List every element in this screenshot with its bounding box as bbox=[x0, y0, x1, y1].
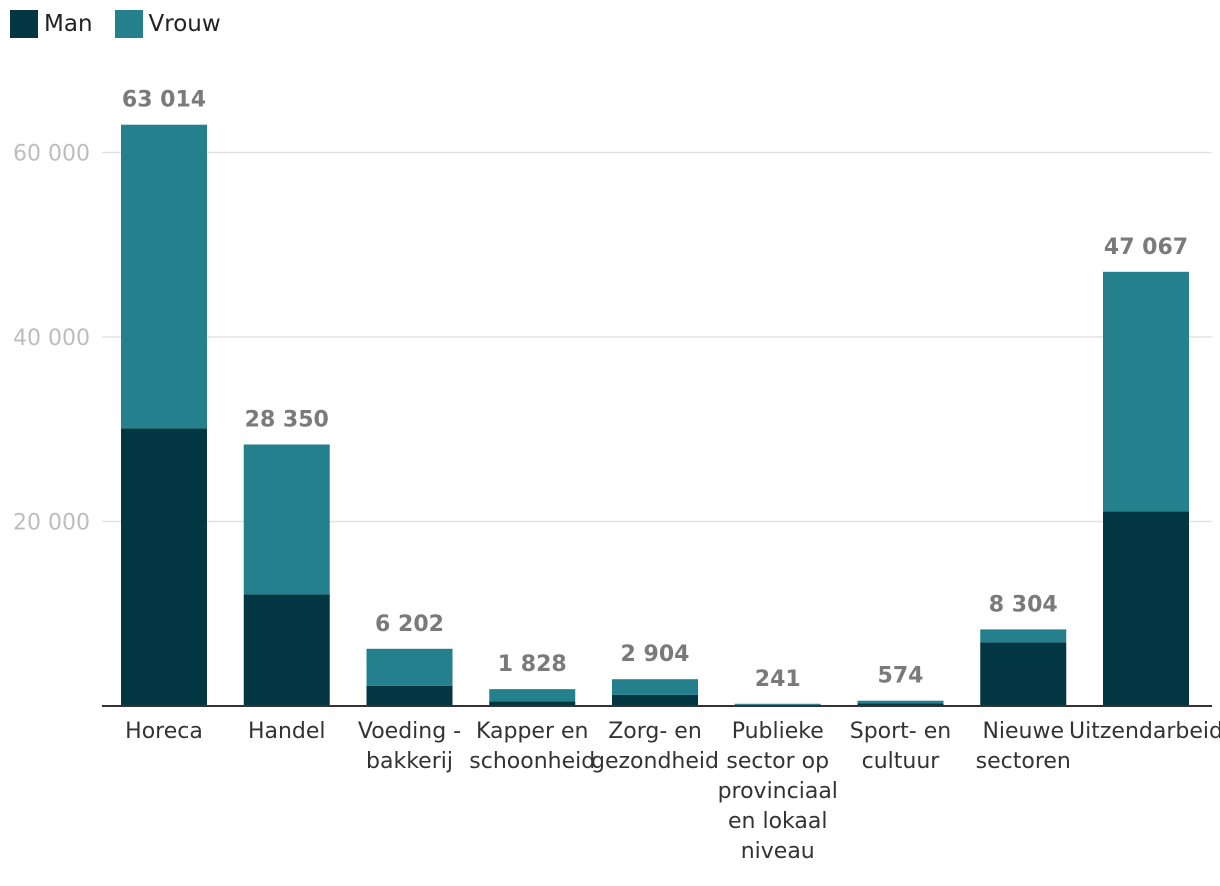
total-label: 1 828 bbox=[498, 652, 567, 677]
bar-vrouw-7[interactable] bbox=[980, 629, 1067, 643]
total-label: 28 350 bbox=[245, 407, 329, 432]
total-label: 2 904 bbox=[621, 642, 690, 667]
x-category-label: schoonheid bbox=[469, 749, 595, 774]
x-category-label: niveau bbox=[741, 839, 815, 864]
x-category-label: Voeding - bbox=[358, 719, 461, 744]
bar-man-4[interactable] bbox=[612, 694, 698, 706]
bar-vrouw-0[interactable] bbox=[121, 124, 207, 429]
bar-vrouw-3[interactable] bbox=[489, 689, 576, 702]
bar-man-0[interactable] bbox=[121, 428, 207, 706]
x-category-label: Kapper en bbox=[476, 719, 589, 744]
x-category-label: Nieuwe bbox=[982, 719, 1064, 744]
bar-man-8[interactable] bbox=[1103, 511, 1189, 706]
x-category-label: Handel bbox=[248, 719, 326, 744]
total-label: 8 304 bbox=[989, 592, 1058, 617]
x-category-label: bakkerij bbox=[366, 749, 453, 774]
bar-man-1[interactable] bbox=[243, 594, 330, 706]
legend-item-vrouw[interactable]: Vrouw bbox=[114, 10, 221, 38]
x-category-label: Publieke bbox=[732, 719, 824, 744]
y-tick-label: 20 000 bbox=[13, 511, 90, 536]
legend: Man Vrouw bbox=[10, 10, 221, 38]
x-category-label: gezondheid bbox=[591, 749, 719, 774]
bar-man-3[interactable] bbox=[489, 701, 576, 706]
bar-vrouw-2[interactable] bbox=[366, 648, 453, 686]
bar-vrouw-1[interactable] bbox=[243, 444, 330, 595]
bar-man-2[interactable] bbox=[366, 685, 453, 706]
y-tick-label: 60 000 bbox=[13, 142, 90, 167]
bar-vrouw-4[interactable] bbox=[612, 679, 698, 695]
bar-vrouw-8[interactable] bbox=[1103, 271, 1189, 512]
x-category-label: Sport- en bbox=[850, 719, 951, 744]
x-category-label: sector op bbox=[726, 749, 829, 774]
x-category-label: Zorg- en bbox=[608, 719, 702, 744]
legend-swatch-man bbox=[10, 10, 38, 38]
total-label: 241 bbox=[755, 667, 801, 692]
bar-vrouw-6[interactable] bbox=[857, 700, 944, 704]
legend-label-vrouw: Vrouw bbox=[148, 11, 221, 37]
x-category-label: Horeca bbox=[125, 719, 203, 744]
x-category-label: sectoren bbox=[976, 749, 1071, 774]
bar-vrouw-5[interactable] bbox=[734, 703, 821, 705]
x-category-label: provinciaal bbox=[718, 779, 838, 804]
bar-man-7[interactable] bbox=[980, 642, 1067, 706]
legend-label-man: Man bbox=[44, 11, 93, 37]
total-label: 63 014 bbox=[122, 88, 206, 113]
bar-man-6[interactable] bbox=[857, 703, 944, 706]
legend-swatch-vrouw bbox=[114, 10, 143, 38]
y-tick-label: 40 000 bbox=[13, 326, 90, 351]
x-category-label: cultuur bbox=[862, 749, 941, 774]
total-label: 6 202 bbox=[375, 612, 444, 637]
legend-item-man[interactable]: Man bbox=[10, 10, 93, 38]
x-category-label: en lokaal bbox=[728, 809, 827, 834]
total-label: 47 067 bbox=[1104, 235, 1188, 260]
total-label: 574 bbox=[878, 664, 924, 689]
x-category-label: Uitzendarbeid bbox=[1069, 719, 1220, 744]
